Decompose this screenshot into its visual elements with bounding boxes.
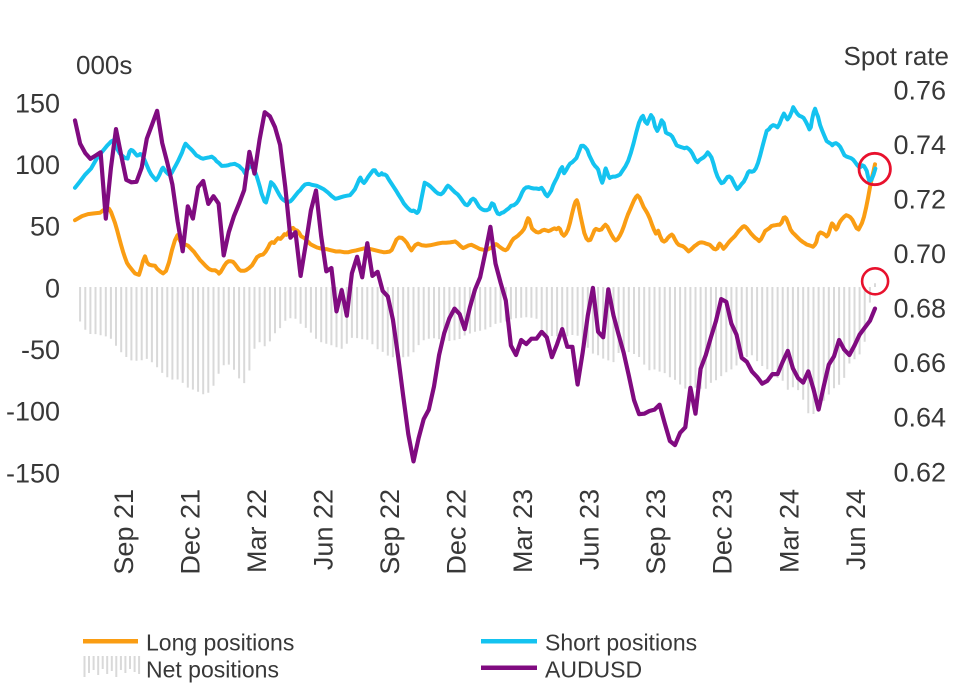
- svg-text:Mar 22: Mar 22: [242, 489, 272, 573]
- svg-text:100: 100: [15, 150, 60, 180]
- svg-text:Short positions: Short positions: [545, 630, 697, 656]
- svg-text:Net positions: Net positions: [146, 657, 279, 683]
- svg-text:000s: 000s: [76, 50, 132, 80]
- svg-text:0.66: 0.66: [893, 348, 946, 378]
- svg-text:AUDUSD: AUDUSD: [545, 657, 642, 683]
- svg-text:Jun 23: Jun 23: [575, 489, 605, 570]
- svg-text:0.64: 0.64: [893, 403, 946, 433]
- svg-text:0.68: 0.68: [893, 294, 946, 324]
- svg-text:0.70: 0.70: [893, 239, 946, 269]
- svg-text:Spot rate: Spot rate: [843, 41, 949, 71]
- svg-text:-100: -100: [6, 397, 60, 427]
- svg-text:0: 0: [45, 273, 60, 303]
- svg-text:0.76: 0.76: [893, 75, 946, 105]
- svg-text:Sep 21: Sep 21: [109, 489, 139, 575]
- svg-text:0.62: 0.62: [893, 457, 946, 487]
- svg-text:Long positions: Long positions: [146, 630, 294, 656]
- svg-text:Sep 22: Sep 22: [375, 489, 405, 575]
- svg-text:Jun 24: Jun 24: [841, 489, 871, 570]
- svg-text:Dec 22: Dec 22: [442, 489, 472, 575]
- svg-text:0.72: 0.72: [893, 184, 946, 214]
- svg-text:Jun 22: Jun 22: [308, 489, 338, 570]
- svg-text:0.74: 0.74: [893, 130, 946, 160]
- svg-text:Dec 23: Dec 23: [708, 489, 738, 575]
- svg-text:Mar 23: Mar 23: [508, 489, 538, 573]
- svg-text:50: 50: [30, 212, 60, 242]
- svg-text:Dec 21: Dec 21: [175, 489, 205, 575]
- svg-text:-50: -50: [21, 335, 60, 365]
- svg-text:Sep 23: Sep 23: [641, 489, 671, 575]
- svg-text:150: 150: [15, 88, 60, 118]
- svg-text:Mar 24: Mar 24: [774, 489, 804, 573]
- svg-text:-150: -150: [6, 458, 60, 488]
